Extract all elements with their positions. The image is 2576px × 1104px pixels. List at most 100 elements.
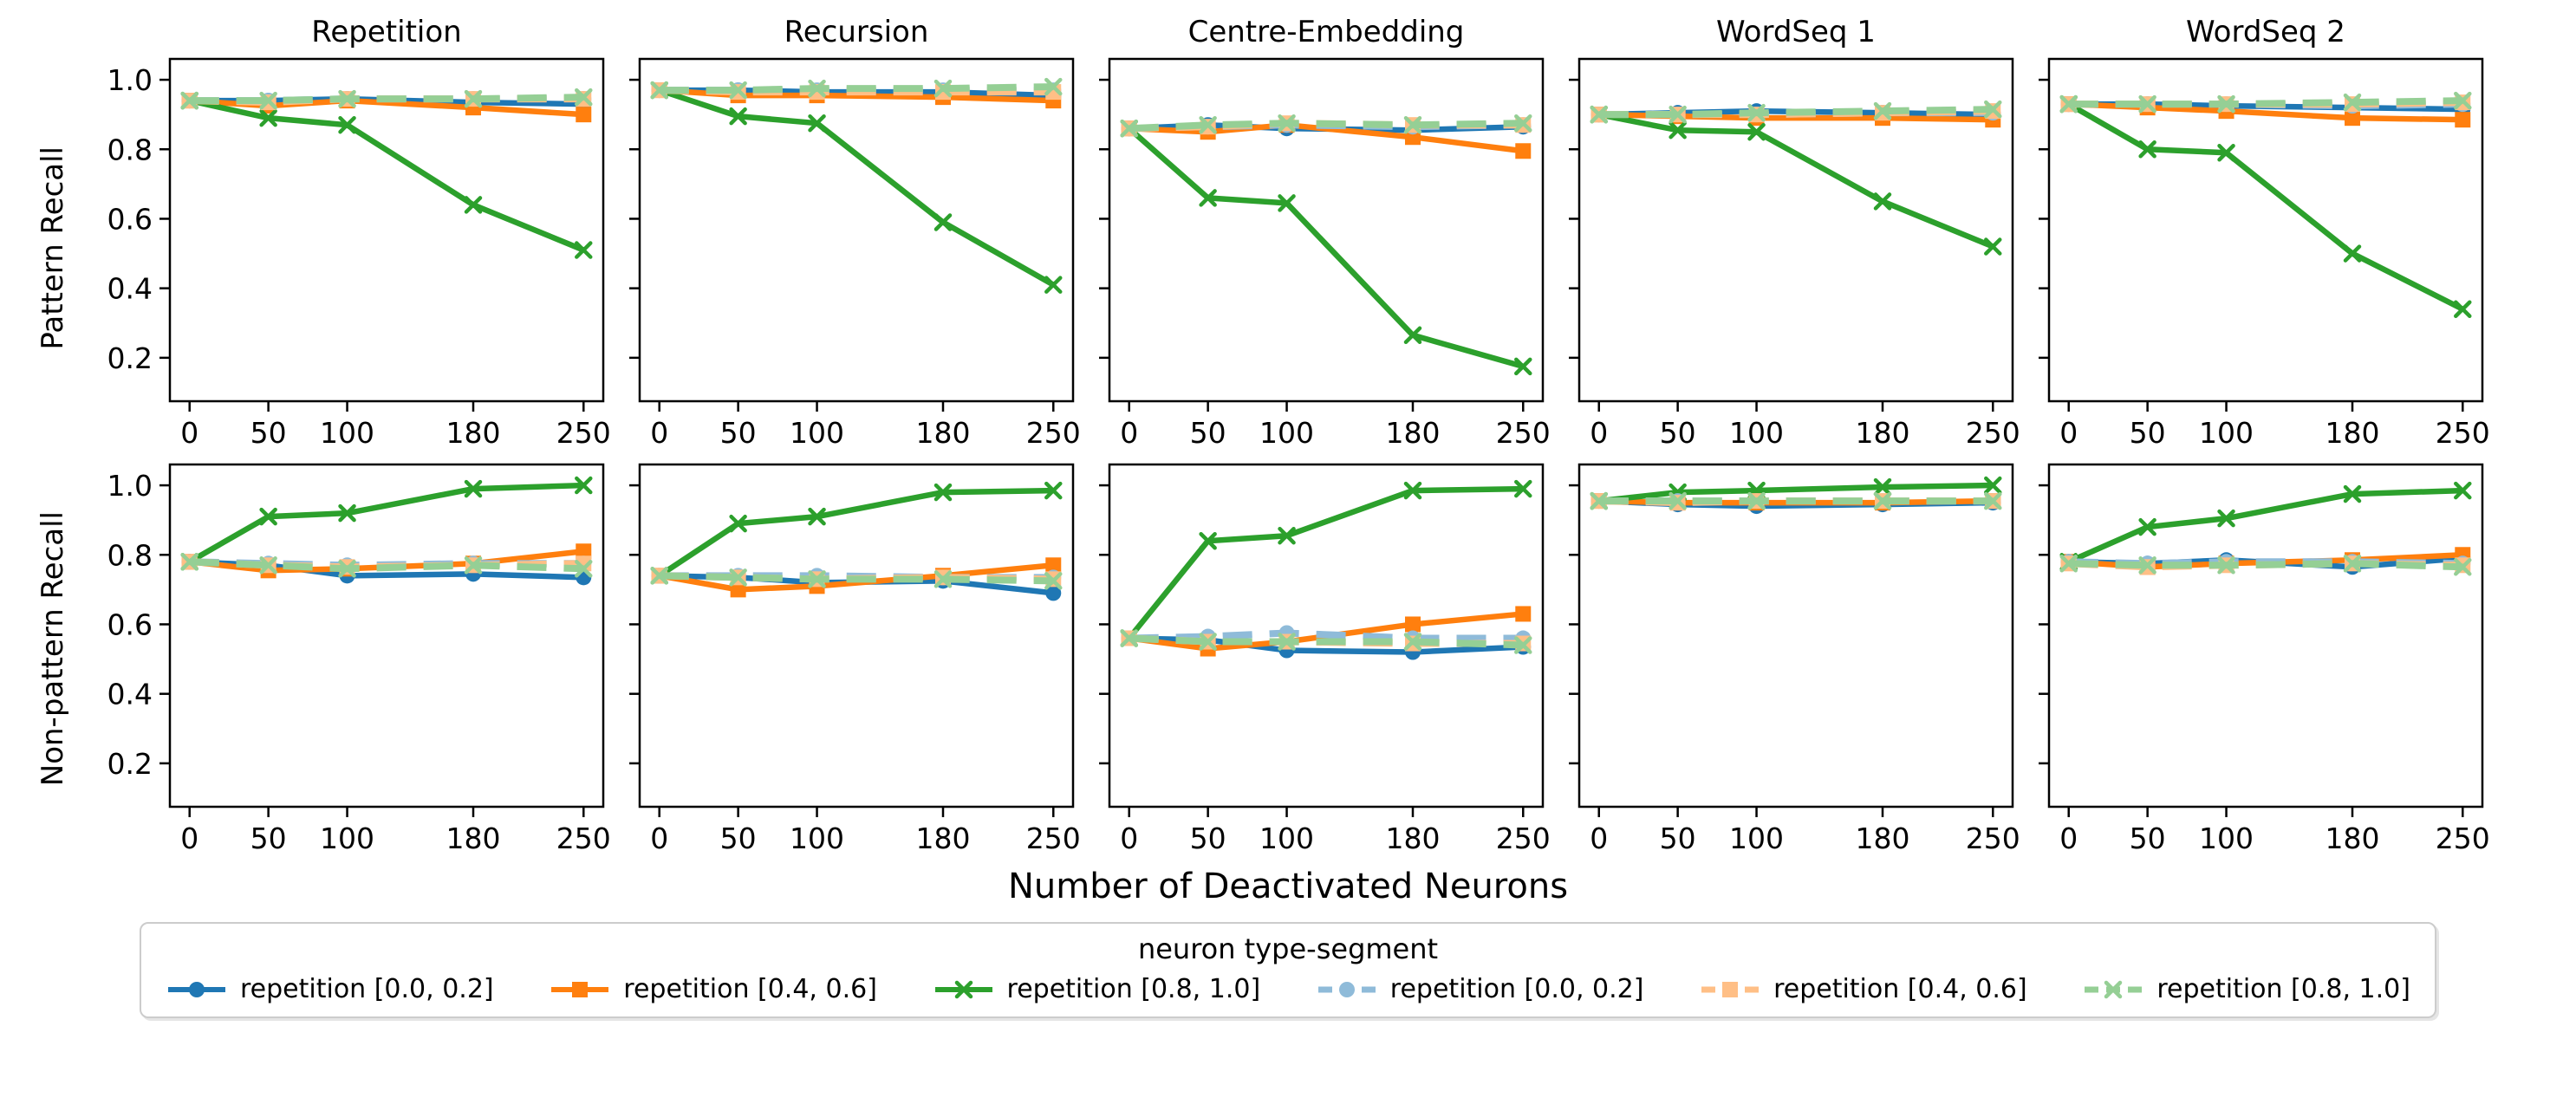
legend: neuron type-segment repetition [0.0, 0.2… [140,922,2436,1018]
x-tick-label: 250 [1026,416,1081,450]
x-tick-label: 50 [1190,822,1226,855]
chart-row-pattern: Pattern Recall Repetition 1.0 0.8 0.6 0.4 0.2… [23,12,2576,459]
legend-line-sample [168,981,225,997]
x-tick-label: 100 [320,822,374,855]
y-tick-label: 0.4 [107,272,153,306]
y-tick-label: 1.0 [107,469,153,503]
x-tick-label: 100 [320,416,374,450]
x-axis-label: Number of Deactivated Neurons [0,867,2576,906]
x-tick-label: 100 [2199,416,2254,450]
x-tick-label: 180 [916,416,971,450]
series-line [189,97,585,253]
y-axis-label-text: Non-pattern Recall [36,511,70,787]
x-tick-label: 100 [790,822,844,855]
x-tick-label: 0 [2059,416,2078,450]
x-tick-label: 250 [1496,416,1551,450]
subplot-nonpattern-centre-embedding: 0 50 100 180 250 [1099,463,1551,855]
x-tick-label: 180 [1856,822,1910,855]
legend-item-label: repetition [0.4, 0.6] [1773,974,2027,1004]
subplot-title: WordSeq 1 [1716,15,1876,49]
legend-entries: repetition [0.0, 0.2] repetition [0.4, 0.… [166,974,2410,1004]
x-tick-label: 180 [446,416,501,450]
x-tick-label: 180 [1386,822,1441,855]
x-tick-label: 0 [1120,416,1138,450]
chart-row-non-pattern: Non-pattern Recall 1.0 0.8 0.6 0.4 0.2 0 50 100… [23,459,2576,865]
legend-item-label: repetition [0.8, 1.0] [1006,974,1261,1004]
subplot-nonpattern-wordseq-1: 0 50 100 180 250 [1569,463,2020,855]
legend-item-label: repetition [0.4, 0.6] [623,974,877,1004]
x-tick-label: 100 [2199,822,2254,855]
y-tick-label: 0.8 [107,538,153,572]
x-tick-label: 250 [1026,822,1081,855]
x-tick-label: 100 [1259,416,1314,450]
legend-item-6: repetition [0.8, 1.0] [2082,974,2410,1004]
legend-line-sample [934,980,992,998]
series-line [2067,101,2464,312]
x-tick-label: 50 [1190,416,1226,450]
x-tick-label: 250 [2436,822,2490,855]
legend-item-label: repetition [0.0, 0.2] [240,974,494,1004]
x-tick-label: 50 [720,416,757,450]
x-tick-label: 50 [720,822,757,855]
series-line [1598,111,1994,250]
y-tick-label: 0.8 [107,133,153,166]
x-tick-label: 180 [1386,416,1441,450]
legend-item-4: repetition [0.0, 0.2] [1316,974,1644,1004]
legend-line-sample [2085,980,2143,998]
series-line [2068,97,2463,108]
x-tick-label: 180 [916,822,971,855]
x-tick-label: 50 [250,416,287,450]
x-tick-label: 180 [2326,416,2380,450]
series-line [657,487,1054,579]
legend-title: neuron type-segment [1137,932,1439,965]
x-tick-label: 250 [556,822,611,855]
x-tick-label: 100 [790,416,844,450]
subplot-title: WordSeq 2 [2186,15,2345,49]
series-line [658,88,1055,288]
y-tick-label: 0.6 [107,202,153,236]
legend-line-sample [551,981,609,997]
legend-item-2: repetition [0.4, 0.6] [549,974,877,1004]
y-axis-label-text: Pattern Recall [36,146,70,350]
subplot-pattern-wordseq-1: WordSeq 1 0 50 100 180 250 [1569,15,2020,450]
series-line [659,83,1054,94]
x-tick-label: 0 [650,822,668,855]
y-tick-label: 0.6 [107,607,153,641]
x-tick-label: 50 [2130,822,2166,855]
x-tick-label: 0 [180,822,198,855]
series-line [1127,485,1524,640]
x-tick-label: 100 [1729,822,1784,855]
x-tick-label: 0 [1590,416,1608,450]
y-tick-label: 0.4 [107,678,153,711]
y-axis-label-pattern: Pattern Recall [23,12,83,459]
series-line [1127,126,1525,370]
x-tick-label: 0 [1120,822,1138,855]
legend-item-label: repetition [0.0, 0.2] [1389,974,1644,1004]
subplot-title: Recursion [784,15,929,49]
x-tick-label: 250 [1966,822,2020,855]
subplot-pattern-recursion: Recursion 0 50 100 180 250 [629,15,1081,450]
subplot-pattern-wordseq-2: WordSeq 2 0 50 100 180 250 [2039,15,2490,450]
x-tick-label: 250 [1496,822,1551,855]
legend-line-sample [1701,981,1760,997]
x-tick-label: 180 [446,822,501,855]
y-axis-label-non-pattern: Non-pattern Recall [23,459,83,865]
subplot-nonpattern-recursion: 0 50 100 180 250 [629,463,1081,855]
x-tick-label: 250 [556,416,611,450]
legend-item-label: repetition [0.8, 1.0] [2156,974,2410,1004]
subplot-nonpattern-wordseq-2: 0 50 100 180 250 [2039,463,2490,855]
legend-item-3: repetition [0.8, 1.0] [933,974,1261,1004]
series-line [189,94,584,105]
legend-item-1: repetition [0.0, 0.2] [166,974,494,1004]
x-tick-label: 0 [2059,822,2078,855]
x-tick-label: 50 [1660,416,1696,450]
x-tick-label: 180 [2326,822,2380,855]
x-tick-label: 100 [1259,822,1314,855]
series-line [2068,560,2463,571]
x-tick-label: 250 [1966,416,2020,450]
y-tick-label: 1.0 [107,63,153,97]
series-line [188,482,584,565]
x-tick-label: 0 [1590,822,1608,855]
x-tick-label: 50 [1660,822,1696,855]
